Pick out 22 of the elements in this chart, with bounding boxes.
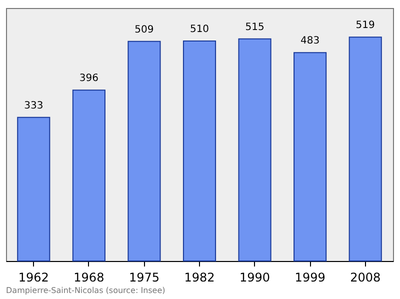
- data-label: 515: [245, 22, 264, 33]
- text: Dampierre-Saint-Nicolas (source: Insee): [6, 286, 166, 295]
- x-tick-label: 1999: [294, 270, 326, 284]
- data-label: 510: [190, 24, 210, 35]
- data-label: 509: [134, 24, 154, 36]
- data-label: 483: [300, 36, 320, 47]
- data-label: 333: [24, 100, 44, 112]
- bar: [128, 40, 161, 262]
- data-label: 396: [79, 73, 98, 84]
- bar: [294, 52, 327, 262]
- data-label: 519: [356, 20, 375, 32]
- bar: [182, 40, 216, 262]
- x-tick-label: 1982: [184, 270, 215, 284]
- x-tick-label: 2008: [350, 270, 381, 284]
- bar: [238, 38, 272, 262]
- bar: [72, 90, 106, 262]
- x-tick-label: 1975: [128, 270, 160, 284]
- bar: [17, 116, 50, 262]
- x-tick-label: 1990: [240, 270, 270, 284]
- bar: [348, 36, 382, 262]
- x-tick-label: 1968: [74, 270, 104, 284]
- x-tick-label: 1962: [18, 270, 49, 284]
